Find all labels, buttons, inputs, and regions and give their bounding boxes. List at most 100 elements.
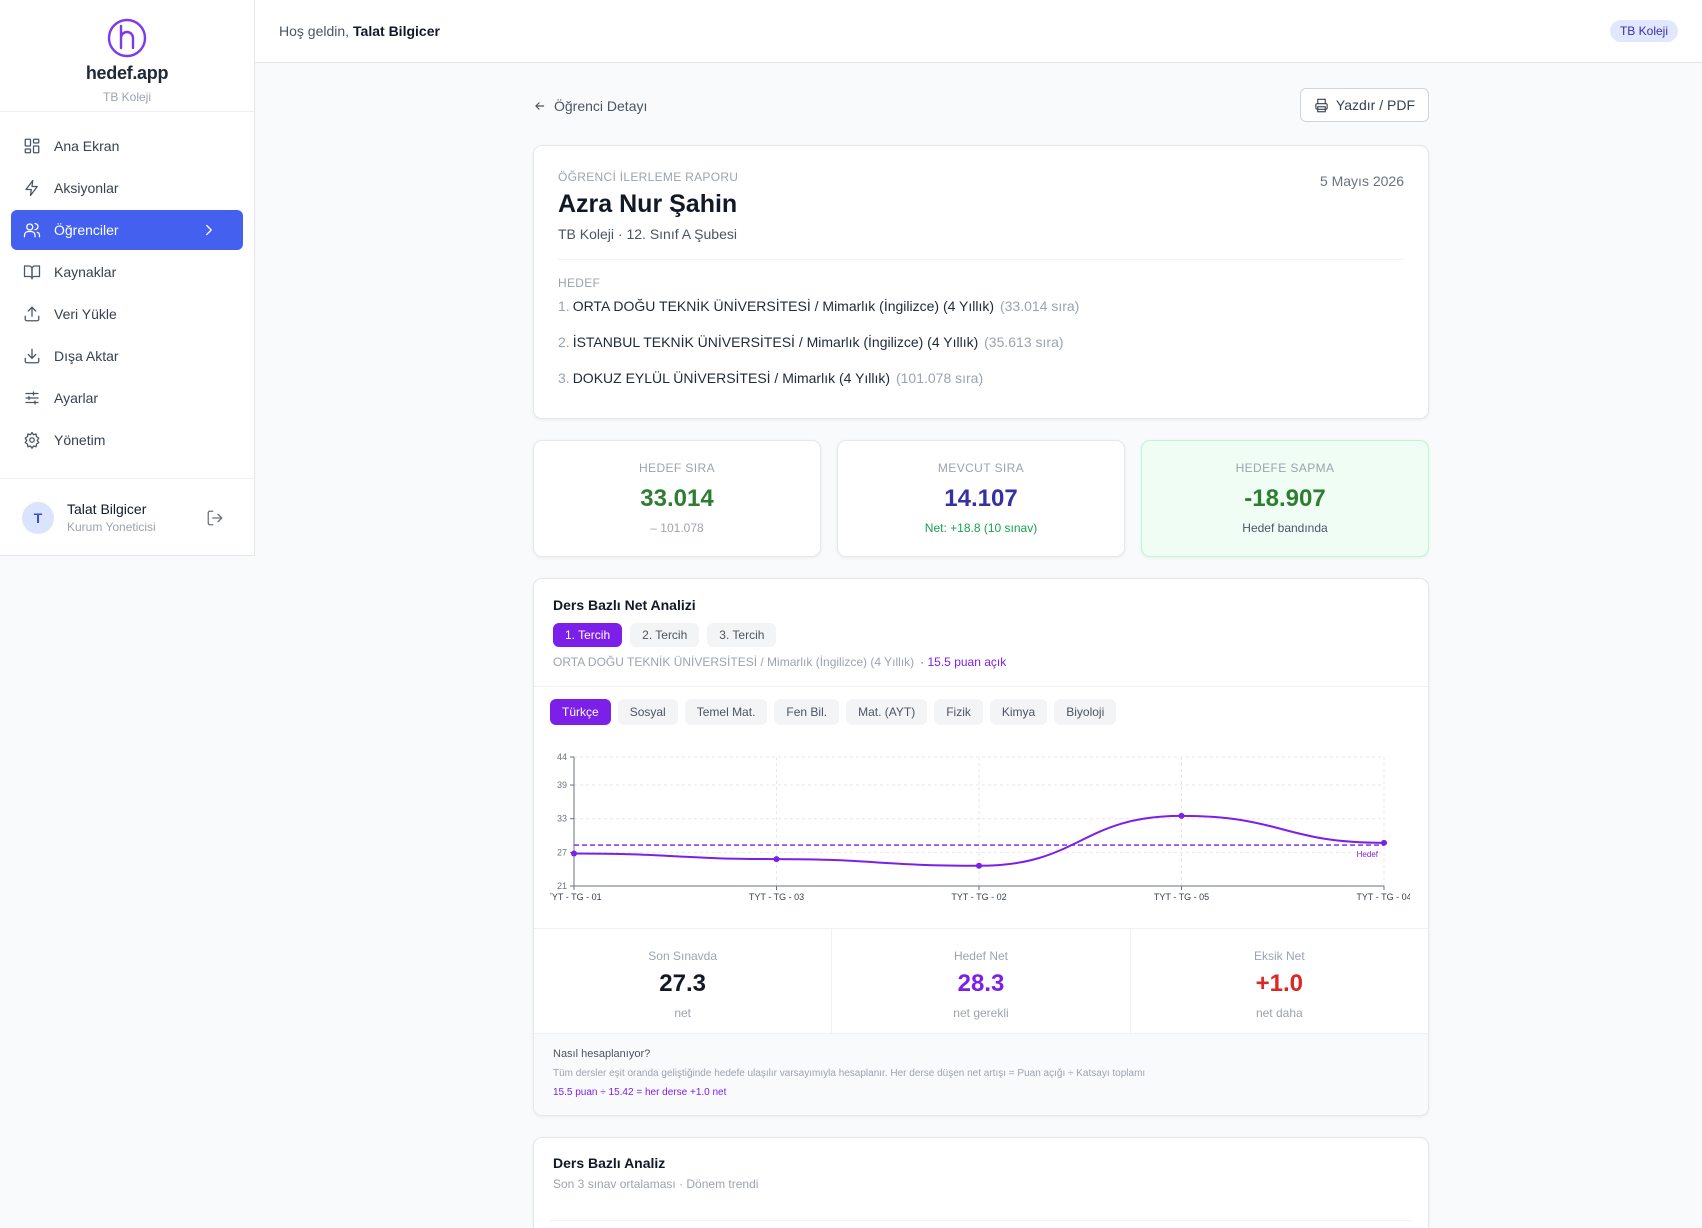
tab-preference-2[interactable]: 2. Tercih [630,623,700,647]
metric-target-net: Hedef Net 28.3 net gerekli [832,929,1131,1033]
metric-missing-net: Eksik Net +1.0 net daha [1131,929,1428,1033]
logout-icon[interactable] [206,509,224,527]
x-tick-label: TYT - TG - 02 [951,892,1006,902]
brand: hedef.app TB Koleji [0,0,254,112]
x-tick-label: TYT - TG - 04 [1356,892,1410,902]
stat-label: HEDEF SIRA [638,461,715,475]
x-tick-label: TYT - TG - 05 [1154,892,1209,902]
y-tick-label: 44 [557,752,567,762]
goal-num: 3. [558,370,570,386]
goal-rank: (101.078 sıra) [895,370,984,386]
sidebar-item-ana-ekran[interactable]: Ana Ekran [11,126,243,166]
metric-value: 28.3 [957,970,1005,997]
sidebar-item-ayarlar[interactable]: Ayarlar [11,378,243,418]
data-point [773,856,780,863]
stat-sub: – 101.078 [650,521,704,535]
sidebar-item-kaynaklar[interactable]: Kaynaklar [11,252,243,292]
goal-rank: (33.014 sıra) [999,298,1080,314]
metric-unit: net daha [1255,1006,1303,1020]
data-point [976,862,982,869]
report-date: 5 Mayıs 2026 [1319,173,1404,189]
tab-subject-turkce[interactable]: Türkçe [550,699,611,725]
net-metrics: Son Sınavda 27.3 net Hedef Net 28.3 net … [534,928,1428,1033]
metric-value: +1.0 [1255,970,1304,997]
print-button[interactable]: Yazdır / PDF [1299,88,1429,122]
preference-tabs: 1. Tercih 2. Tercih 3. Tercih [553,623,1409,647]
data-point [1178,812,1185,819]
stat-card-current-rank: MEVCUT SIRA 14.107 Net: +18.8 (10 sınav) [837,440,1125,557]
target-program: ORTA DOĞU TEKNİK ÜNİVERSİTESİ / Mimarlık… [553,655,915,669]
stat-sub: Net: +18.8 (10 sınav) [924,521,1038,535]
goal-name: DOKUZ EYLÜL ÜNİVERSİTESİ / Mimarlık (4 Y… [572,370,891,386]
sidebar-item-disa-aktar[interactable]: Dışa Aktar [11,336,243,376]
score-gap: · 15.5 puan açık [920,655,1007,669]
tab-subject-kimya[interactable]: Kimya [989,699,1048,725]
sidebar-item-ogrenciler[interactable]: Öğrenciler [11,210,243,250]
sidebar-item-label: Veri Yükle [54,306,117,322]
users-icon [23,222,41,238]
stat-label: MEVCUT SIRA [937,461,1025,475]
tab-subject-biyoloji[interactable]: Biyoloji [1054,699,1117,725]
sidebar-item-label: Ayarlar [54,390,99,406]
sidebar-item-aksiyonlar[interactable]: Aksiyonlar [11,168,243,208]
lesson-cards-row [550,1220,1412,1228]
org-badge: TB Koleji [1609,20,1678,42]
calculation-formula: 15.5 puan ÷ 15.42 = her derse +1.0 net [553,1087,727,1098]
print-label: Yazdır / PDF [1335,97,1415,113]
tab-subject-mat-ayt[interactable]: Mat. (AYT) [846,699,928,725]
tab-preference-3[interactable]: 3. Tercih [707,623,777,647]
tab-preference-1[interactable]: 1. Tercih [553,623,623,647]
page-header: Öğrenci Detayı Yazdır / PDF [533,63,1429,145]
brand-org: TB Koleji [102,90,152,104]
sliders-icon [25,391,39,405]
download-icon [24,348,40,364]
section-subtitle: Son 3 sınav ortalaması · Dönem trendi [553,1177,759,1191]
hedef-logo-icon [107,18,147,58]
report-eyebrow: ÖĞRENCİ İLERLEME RAPORU [558,170,739,184]
user-profile: T Talat Bilgicer Kurum Yoneticisi [0,478,254,556]
user-name: Talat Bilgicer [67,501,147,517]
goal-num: 2. [558,334,570,350]
grid-icon [24,138,40,154]
chevron-right-icon [206,224,212,236]
y-tick-label: 21 [557,881,567,891]
user-role: Kurum Yoneticisi [67,520,156,534]
student-class: TB Koleji · 12. Sınıf A Şubesi [558,226,737,242]
goal-name: ORTA DOĞU TEKNİK ÜNİVERSİTESİ / Mimarlık… [572,298,995,314]
x-tick-label: TYT - TG - 03 [749,892,804,902]
arrow-left-icon [535,102,545,110]
sidebar-item-yonetim[interactable]: Yönetim [11,420,243,460]
y-tick-label: 27 [557,847,567,857]
data-point [571,850,577,857]
goal-num: 1. [558,298,570,314]
printer-icon [1315,98,1328,112]
metric-unit: net gerekli [953,1006,1009,1020]
tab-subject-sosyal[interactable]: Sosyal [617,699,678,725]
sidebar-item-veri-yukle[interactable]: Veri Yükle [11,294,243,334]
sidebar-nav: Ana Ekran Aksiyonlar Öğrenciler Kaynakla… [0,112,254,460]
main-content: Öğrenci Detayı Yazdır / PDF ÖĞRENCİ İLER… [533,63,1429,1228]
tab-subject-fen-bil[interactable]: Fen Bil. [774,699,840,725]
section-title: Ders Bazlı Analiz [553,1155,666,1171]
goal-item: 3. DOKUZ EYLÜL ÜNİVERSİTESİ / Mimarlık (4… [558,367,1404,389]
metric-last-exam: Son Sınavda 27.3 net [534,929,833,1033]
stat-value: 14.107 [944,485,1018,512]
goal-rank: (35.613 sıra) [984,334,1064,350]
tab-subject-fizik[interactable]: Fizik [934,699,983,725]
stat-card-target-rank: HEDEF SIRA 33.014 – 101.078 [533,440,821,557]
calculation-note: Nasıl hesaplanıyor? Tüm dersler eşit ora… [534,1033,1428,1115]
sidebar-item-label: Ana Ekran [54,138,120,154]
net-chart: 21 27 33 39 44 TYT - TG - 01 TYT - TG - 03 TYT … [546,749,1428,919]
greeting-user: Talat Bilgicer [353,23,440,39]
tab-subject-temel-mat[interactable]: Temel Mat. [684,699,768,725]
sidebar-item-label: Dışa Aktar [54,348,119,364]
metric-label: Son Sınavda [648,949,718,963]
back-link[interactable]: Öğrenci Detayı [533,98,647,114]
goal-list: 1. ORTA DOĞU TEKNİK ÜNİVERSİTESİ / Mimarl… [558,295,1404,389]
brand-name: hedef.app [85,63,169,83]
data-point [1381,839,1387,846]
sidebar: hedef.app TB Koleji Ana Ekran Aksiyonlar… [0,0,255,556]
sidebar-item-label: Öğrenciler [54,222,119,238]
sidebar-item-label: Yönetim [54,432,106,448]
sidebar-item-label: Aksiyonlar [54,180,119,196]
